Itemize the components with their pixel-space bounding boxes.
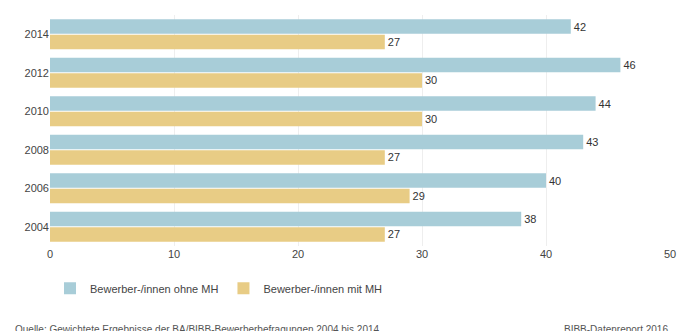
- svg-text:27: 27: [388, 228, 400, 240]
- svg-text:29: 29: [413, 190, 425, 202]
- svg-text:2008: 2008: [25, 144, 49, 156]
- svg-text:Bewerber-/innen mit MH: Bewerber-/innen mit MH: [263, 283, 382, 295]
- svg-text:0: 0: [47, 248, 53, 260]
- svg-text:44: 44: [599, 98, 611, 110]
- svg-text:2014: 2014: [25, 28, 49, 40]
- svg-text:2010: 2010: [25, 105, 49, 117]
- svg-text:42: 42: [574, 21, 586, 33]
- svg-text:Bewerber-/innen ohne MH: Bewerber-/innen ohne MH: [90, 283, 218, 295]
- svg-text:40: 40: [549, 175, 561, 187]
- svg-text:30: 30: [416, 248, 428, 260]
- svg-text:38: 38: [524, 213, 536, 225]
- svg-text:2006: 2006: [25, 182, 49, 194]
- svg-text:Quelle: Gewichtete Ergebnisse: Quelle: Gewichtete Ergebnisse der BA/BIB…: [15, 324, 380, 331]
- svg-text:27: 27: [388, 36, 400, 48]
- svg-text:BIBB-Datenreport 2016: BIBB-Datenreport 2016: [564, 324, 668, 331]
- svg-text:50: 50: [664, 248, 676, 260]
- svg-text:40: 40: [540, 248, 552, 260]
- svg-text:30: 30: [425, 74, 437, 86]
- svg-text:30: 30: [425, 113, 437, 125]
- svg-text:2012: 2012: [25, 67, 49, 79]
- svg-text:10: 10: [168, 248, 180, 260]
- svg-text:27: 27: [388, 151, 400, 163]
- svg-text:46: 46: [623, 59, 635, 71]
- svg-text:20: 20: [292, 248, 304, 260]
- svg-text:2004: 2004: [25, 221, 49, 233]
- svg-text:43: 43: [586, 136, 598, 148]
